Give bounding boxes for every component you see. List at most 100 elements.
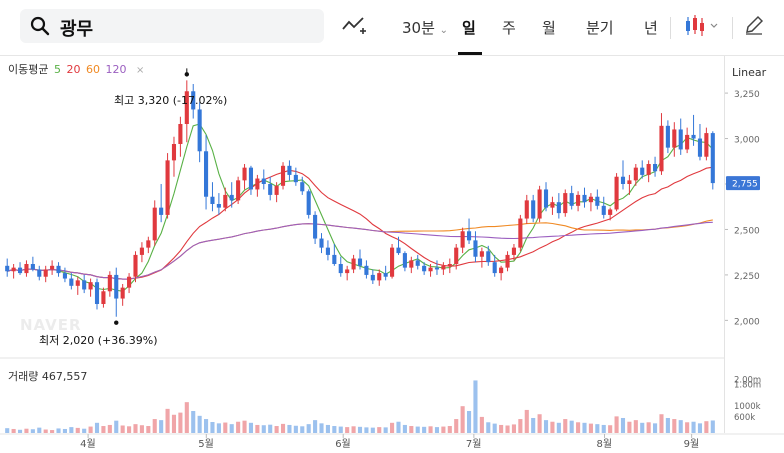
candle-body [409,260,414,268]
period-30min[interactable]: 30분 ⌄ [402,17,448,38]
volume-bar [601,424,606,433]
volume-bar [415,426,420,433]
candle-body [665,125,670,148]
volume-bar [223,422,228,433]
candle-body [390,247,395,277]
period-year[interactable]: 년 [644,19,658,37]
volume-bar [383,427,388,433]
volume-bar [364,427,369,433]
candle-body [364,265,369,275]
candle-body [697,138,703,157]
volume-bar [422,426,427,433]
month-label: 5월 [198,438,214,450]
candle-body [159,207,164,215]
period-month[interactable]: 월 [542,19,556,37]
volume-bar [396,421,401,433]
search-query[interactable]: 광무 [60,19,94,40]
volume-bar [274,426,279,433]
candle-body [101,291,106,304]
toolbar-divider [670,17,671,39]
candle-body [659,125,664,172]
candle-body [11,267,16,272]
candle-body [441,265,446,270]
volume-bar [492,423,497,433]
candlestick-type-icon[interactable] [684,14,722,42]
candle-body [556,202,561,214]
price-tick-label: 2,500 [734,226,760,236]
candle-body [24,264,29,274]
candle-body [325,247,330,255]
candle-body [377,273,382,281]
volume-tick-label: 1.80m [734,381,761,391]
candle-body [614,176,619,210]
close-icon[interactable]: × [135,65,145,76]
candle-body [486,251,491,263]
volume-bar [499,424,504,433]
stock-search-box[interactable]: 광무 [20,9,324,43]
low-price-annotation: 최저 2,020 (+36.39%) [39,332,158,348]
low-value: 2,020 [62,334,95,347]
candle-body [229,194,234,201]
candle-body [17,267,23,274]
volume-bar [466,411,472,433]
volume-bar [704,421,709,433]
candle-body [608,209,613,215]
volume-bar [479,416,484,433]
candle-body [543,189,549,208]
volume-bar [473,380,478,433]
volume-bar [486,422,491,433]
candle-body [454,247,459,264]
volume-bar [447,426,452,433]
current-price-badge [726,176,760,191]
search-icon[interactable] [30,16,50,40]
period-day[interactable]: 일 [462,19,476,37]
volume-bar [576,422,581,433]
volume-bar [184,402,189,433]
candle-body [627,180,632,184]
candle-body [396,247,401,254]
volume-bar [88,426,93,433]
pencil-icon[interactable] [744,14,764,40]
volume-bar [377,427,382,433]
line-indicator-icon[interactable] [341,14,367,40]
candle-body [236,180,241,201]
candle-body [370,274,375,281]
period-quarter[interactable]: 분기 [586,19,614,37]
volume-bar [345,427,350,433]
volume-bar [460,406,465,433]
moving-average-legend[interactable]: 이동평균 5 20 60 120 × [8,61,146,77]
volume-bar [332,426,337,433]
volume-bar [325,424,330,433]
candle-body [274,185,279,195]
volume-bar [24,428,29,433]
volume-bar [595,424,600,433]
candle-body [43,269,48,277]
volume-bar [146,426,151,433]
candle-body [107,274,112,292]
stock-chart[interactable]: 3,2503,0002,7502,5002,2502,0002,7552.00m… [0,56,784,453]
volume-bar [563,419,568,433]
candle-body [569,193,574,206]
volume-bar [11,428,16,433]
volume-bar [351,426,356,433]
candle-body [582,194,587,203]
volume-bar [37,427,42,433]
candle-body [466,231,472,241]
volume-bar [280,423,286,433]
ma-period-60: 60 [85,63,100,76]
volume-bar [210,422,215,433]
month-label: 7월 [466,438,482,450]
low-label: 최저 [39,334,60,347]
scale-mode-selector[interactable]: Linear [732,66,767,79]
candle-body [62,273,67,279]
volume-bar [556,422,561,433]
candle-body [678,129,683,150]
period-week[interactable]: 주 [502,19,516,37]
volume-bar [191,411,196,433]
candle-body [75,280,80,286]
volume-bar [691,421,696,433]
candle-body [37,269,42,277]
candle-body [640,167,645,175]
volume-bar [94,422,100,433]
candle-body [434,267,440,270]
